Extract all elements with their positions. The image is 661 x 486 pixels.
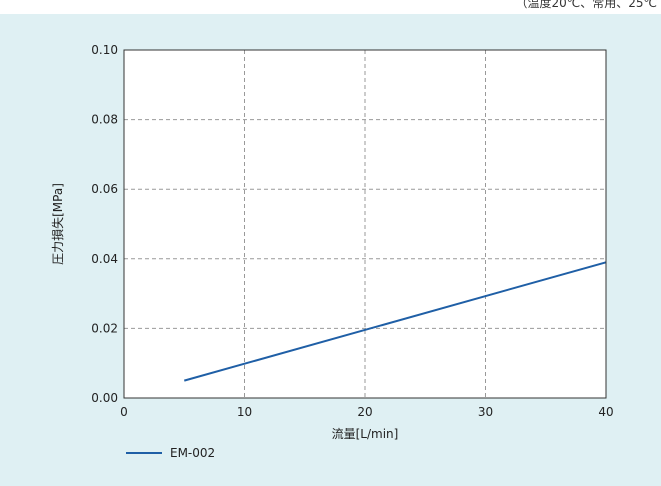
y-axis-label: 圧力損失[MPa] — [50, 183, 65, 265]
plot-frame — [123, 49, 607, 399]
y-tick-label: 0.08 — [91, 113, 118, 127]
y-tick-label: 0.04 — [91, 252, 118, 266]
x-axis-label: 流量[L/min] — [332, 427, 399, 441]
chart-panel: 0 10 20 30 40 0.00 0.02 0.04 0.06 0.08 0.10 流量[L/m… — [0, 14, 661, 486]
grid — [124, 50, 606, 398]
legend-label: EM-002 — [170, 446, 215, 460]
x-tick-label: 30 — [478, 405, 493, 419]
y-tick-label: 0.02 — [91, 321, 118, 335]
chart-svg: 0 10 20 30 40 0.00 0.02 0.04 0.06 0.08 0.10 流量[L/m… — [50, 43, 614, 460]
x-tick-label: 10 — [237, 405, 252, 419]
tick-labels: 0 10 20 30 40 0.00 0.02 0.04 0.06 0.08 0.10 — [91, 43, 613, 419]
series-line-0 — [183, 261, 607, 382]
y-tick-label: 0.10 — [91, 43, 118, 57]
x-tick-label: 40 — [598, 405, 613, 419]
legend: EM-002 — [126, 446, 215, 460]
header-strip: （温度20℃、常用、25℃ — [0, 0, 661, 14]
top-note: （温度20℃、常用、25℃ — [515, 0, 658, 10]
x-tick-label: 0 — [120, 405, 128, 419]
y-tick-label: 0.00 — [91, 391, 118, 405]
x-tick-label: 20 — [357, 405, 372, 419]
y-tick-label: 0.06 — [91, 182, 118, 196]
series-layer — [183, 261, 607, 382]
